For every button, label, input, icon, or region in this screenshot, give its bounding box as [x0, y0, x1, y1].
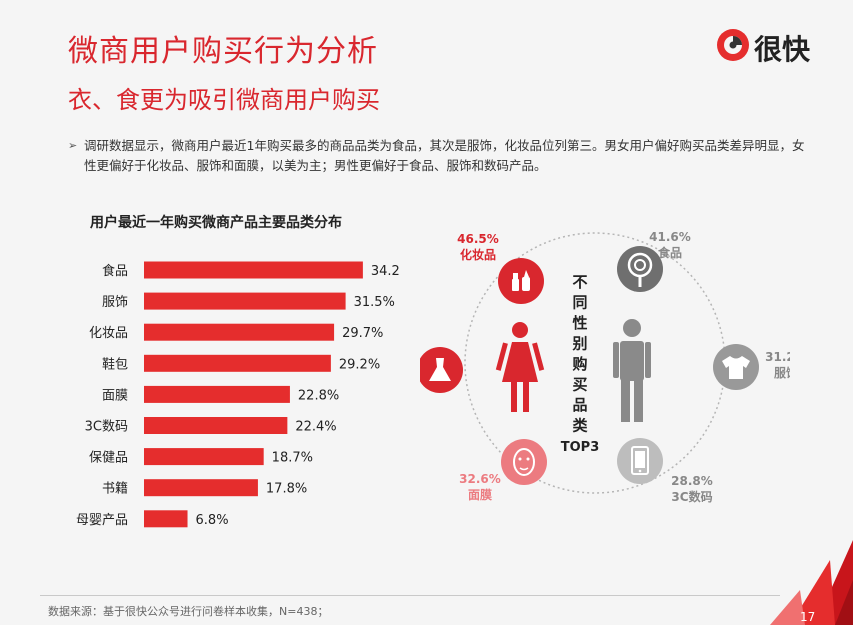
bar: [144, 323, 335, 341]
icon-circle: [501, 439, 547, 485]
tshirt-icon: [722, 356, 750, 379]
gender-top3-diagram: 46.5%化妆品 33.7%服饰 32.6%面膜 41.6%食品 31.2%服饰 28.8…: [420, 230, 790, 504]
bar-value-label: 29.7%: [342, 326, 383, 341]
male-top-item: 31.2%服饰: [713, 344, 790, 390]
bullet-arrow-icon: ➢: [68, 139, 78, 152]
top-item-value: 46.5%: [457, 232, 499, 246]
top-item-category: 食品: [657, 245, 682, 260]
bar-category-label: 保健品: [89, 451, 128, 466]
top-item-category: 服饰: [774, 365, 790, 380]
bar-category-label: 鞋包: [102, 356, 128, 372]
bar: [144, 417, 288, 434]
bar-category-label: 书籍: [102, 481, 128, 497]
bar: [144, 261, 363, 279]
center-label-char: 购: [572, 355, 587, 373]
center-label-char: 别: [571, 335, 587, 353]
center-label-char: 不: [572, 273, 587, 291]
female-figure-icon: [495, 322, 545, 412]
bar-value-label: 22.8%: [298, 388, 339, 403]
top-item-category: 化妆品: [460, 247, 496, 262]
bar-category-label: 3C数码: [85, 420, 128, 435]
male-top-item: 28.8%3C数码: [617, 438, 713, 504]
face-mask-icon: [513, 448, 535, 476]
center-label-char: 同: [572, 294, 587, 312]
cosmetics-icon: [512, 270, 530, 291]
summary-text: 调研数据显示，微商用户最近1年购买最多的商品品类为食品，其次是服饰，化妆品位列第…: [84, 138, 805, 173]
center-label-char: 品: [572, 396, 587, 414]
top-item-value: 31.2%: [765, 350, 790, 364]
bar-category-label: 母婴产品: [76, 513, 128, 528]
female-top-item: 33.7%服饰: [420, 347, 463, 393]
bar: [144, 354, 331, 372]
bar-category-label: 化妆品: [89, 326, 128, 341]
male-top-item: 41.6%食品: [617, 230, 691, 292]
top-item-value: 32.6%: [459, 472, 501, 486]
top-item-value: 41.6%: [649, 230, 691, 244]
bar: [144, 385, 290, 403]
bar: [144, 510, 188, 528]
bar-value-label: 18.7%: [272, 451, 313, 466]
logo-text: 很快: [754, 33, 811, 66]
top-item-value: 28.8%: [671, 474, 713, 488]
brand-logo: 很快: [716, 26, 826, 66]
summary-paragraph: ➢ 调研数据显示，微商用户最近1年购买最多的商品品类为食品，其次是服饰，化妆品位…: [68, 136, 808, 176]
center-label-top3: TOP3: [561, 440, 600, 455]
bar-value-label: 17.8%: [266, 482, 307, 497]
bar-value-label: 6.8%: [196, 513, 229, 528]
female-top-item: 32.6%面膜: [459, 439, 547, 502]
female-top-item: 46.5%化妆品: [457, 232, 544, 304]
dress-icon: [429, 358, 451, 381]
bar-value-label: 34.2%: [371, 264, 400, 279]
corner-decoration: [770, 540, 853, 625]
lollipop-icon: [627, 252, 653, 287]
phone-icon: [631, 446, 649, 475]
bar: [144, 448, 264, 466]
bar-category-label: 食品: [102, 263, 128, 279]
footer-divider: [40, 595, 780, 596]
bar-value-label: 22.4%: [295, 420, 336, 435]
top-item-category: 3C数码: [671, 489, 712, 504]
bar-chart-title: 用户最近一年购买微商产品主要品类分布: [90, 215, 342, 231]
page-title: 微商用户购买行为分析: [68, 34, 378, 69]
center-label-char: 性: [572, 314, 587, 332]
bar-value-label: 29.2%: [339, 357, 380, 372]
bar-category-label: 面膜: [102, 388, 128, 403]
bar-value-label: 31.5%: [354, 295, 395, 310]
page-subtitle: 衣、食更为吸引微商用户购买: [68, 86, 380, 114]
logo-mark-icon: [717, 29, 749, 61]
bar-category-label: 服饰: [102, 295, 128, 310]
page-number: 17: [800, 610, 816, 624]
category-bar-chart: 食品 34.2% 服饰 31.5% 化妆品 29.7% 鞋包 29.2% 面膜 22.8% 3C数码…: [76, 261, 400, 528]
bar: [144, 479, 258, 497]
top-item-category: 面膜: [468, 487, 492, 502]
male-figure-icon: [613, 319, 651, 422]
icon-circle: [498, 258, 544, 304]
data-source-note: 数据来源：基于很快公众号进行问卷样本收集，N=438；: [48, 605, 329, 618]
bar: [144, 292, 346, 310]
center-label-char: 类: [572, 417, 588, 435]
center-label-char: 买: [572, 376, 587, 394]
